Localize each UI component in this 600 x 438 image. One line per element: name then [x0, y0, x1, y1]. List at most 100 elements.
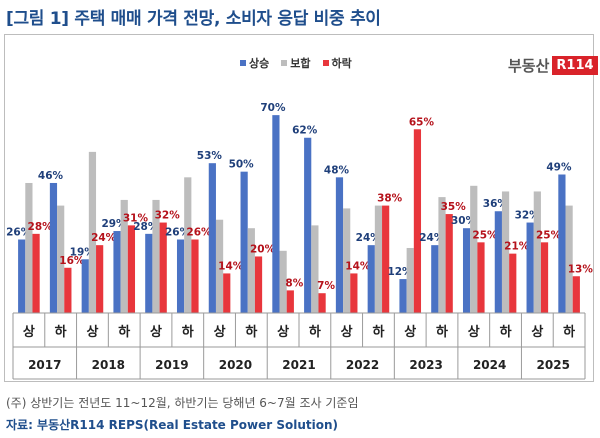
tick-label-half-12: 상 [404, 325, 416, 340]
tick-label-half-4: 상 [150, 325, 162, 340]
data-label-fall-12: 65% [409, 116, 435, 128]
bar-fall-6 [223, 273, 231, 313]
tick-label-half-13: 하 [436, 324, 448, 340]
bar-flat-8 [279, 250, 287, 313]
bar-rise-5 [176, 239, 185, 313]
bar-rise-1 [49, 182, 58, 313]
bar-flat-15 [501, 191, 510, 313]
data-label-fall-1: 16% [59, 255, 85, 267]
tick-label-year-4: 2021 [282, 358, 315, 372]
data-label-fall-5: 26% [186, 227, 212, 239]
data-label-fall-15: 21% [504, 241, 530, 253]
bar-fall-5 [191, 239, 199, 313]
data-label-fall-13: 35% [441, 201, 467, 213]
bar-rise-17 [558, 174, 566, 313]
bar-rise-10 [335, 177, 344, 313]
bar-flat-14 [470, 185, 478, 313]
chart-frame: 26% 28% 46% 16% 19% 24% 29% 31% 28% 32% 26% 26% 53% 1… [4, 34, 594, 382]
bar-fall-13 [445, 214, 453, 313]
legend-item-flat: 보합 [281, 55, 311, 71]
brand-logo: 부동산 R114 [508, 55, 598, 76]
bar-fall-12 [413, 129, 422, 313]
tick-label-half-16: 상 [531, 325, 543, 340]
source-note: 자료: 부동산R114 REPS(Real Estate Power Solut… [6, 418, 339, 432]
tick-label-half-1: 하 [55, 324, 67, 340]
data-label-rise-9: 62% [292, 125, 318, 137]
tick-label-half-15: 하 [500, 324, 512, 340]
tick-label-half-3: 하 [118, 324, 130, 340]
data-label-fall-6: 14% [218, 260, 244, 272]
tick-label-year-5: 2022 [346, 358, 379, 372]
data-label-fall-17: 13% [568, 263, 593, 275]
tick-label-year-1: 2018 [92, 358, 125, 372]
tick-label-year-6: 2023 [409, 358, 442, 372]
bar-fall-10 [350, 273, 358, 313]
bar-flat-5 [184, 177, 192, 313]
bar-fall-0 [32, 233, 40, 313]
tick-label-half-11: 하 [372, 324, 384, 340]
tick-label-year-8: 2025 [537, 358, 570, 372]
bar-flat-10 [343, 208, 351, 313]
tick-label-half-9: 하 [309, 324, 321, 340]
tick-label-year-0: 2017 [28, 358, 61, 372]
bar-flat-11 [374, 205, 383, 313]
bar-rise-14 [462, 228, 471, 313]
bar-rise-11 [367, 245, 375, 313]
data-label-fall-4: 32% [155, 210, 181, 222]
data-label-fall-7: 20% [250, 243, 276, 255]
tick-label-half-8: 상 [277, 325, 289, 340]
bar-fall-16 [540, 242, 549, 313]
bar-flat-9 [311, 225, 319, 313]
bar-flat-3 [120, 199, 128, 313]
bar-fall-9 [318, 293, 326, 313]
data-label-fall-0: 28% [28, 221, 54, 233]
bar-fall-1 [64, 267, 72, 313]
tick-label-half-17: 하 [563, 324, 575, 340]
data-label-fall-14: 25% [472, 229, 498, 241]
bar-fall-7 [254, 256, 263, 313]
bar-flat-13 [438, 197, 446, 313]
bar-fall-4 [159, 222, 167, 313]
data-label-rise-1: 46% [38, 170, 64, 182]
data-label-fall-10: 14% [345, 260, 371, 272]
bar-flat-17 [565, 205, 573, 313]
data-label-fall-8: 8% [285, 277, 303, 289]
tick-label-half-6: 상 [214, 325, 226, 340]
bar-flat-2 [88, 151, 97, 313]
chart-legend: 상승 보합 하락 [240, 55, 352, 71]
page-title: [그림 1] 주택 매매 가격 전망, 소비자 응답 비중 추이 [6, 9, 381, 29]
bar-rise-16 [526, 222, 534, 313]
data-label-rise-7: 50% [229, 159, 255, 171]
data-label-rise-8: 70% [260, 102, 286, 114]
bar-rise-7 [240, 171, 248, 313]
data-label-fall-16: 25% [536, 229, 562, 241]
data-label-fall-11: 38% [377, 193, 403, 205]
tick-label-half-2: 상 [86, 325, 98, 340]
bar-flat-7 [247, 228, 255, 313]
bar-fall-15 [509, 253, 517, 313]
legend-label-rise: 상승 [249, 57, 270, 70]
bar-flat-12 [406, 247, 414, 313]
logo-text: 부동산 [508, 57, 550, 75]
bar-rise-3 [113, 231, 121, 313]
bar-fall-8 [286, 290, 294, 313]
bar-flat-4 [152, 199, 160, 313]
bar-fall-2 [96, 245, 104, 313]
legend-swatch-rise [240, 60, 246, 66]
legend-swatch-fall [322, 60, 329, 66]
legend-swatch-flat [281, 60, 288, 66]
data-label-rise-17: 49% [546, 161, 572, 173]
data-label-fall-3: 31% [123, 212, 149, 224]
bar-rise-13 [431, 245, 439, 313]
bar-chart: 26%28%46%16%19%24%29%31%28%32%26%26%53%1… [6, 102, 593, 380]
logo-mark: R114 [552, 56, 598, 75]
bar-fall-3 [127, 225, 136, 313]
data-label-rise-6: 53% [197, 150, 223, 162]
tick-label-half-10: 상 [341, 325, 353, 340]
bar-rise-6 [208, 163, 216, 313]
tick-label-half-0: 상 [23, 325, 35, 340]
tick-label-year-7: 2024 [473, 358, 506, 372]
bar-rise-9 [304, 137, 312, 313]
bar-fall-17 [572, 276, 580, 313]
tick-label-year-2: 2019 [155, 358, 188, 372]
